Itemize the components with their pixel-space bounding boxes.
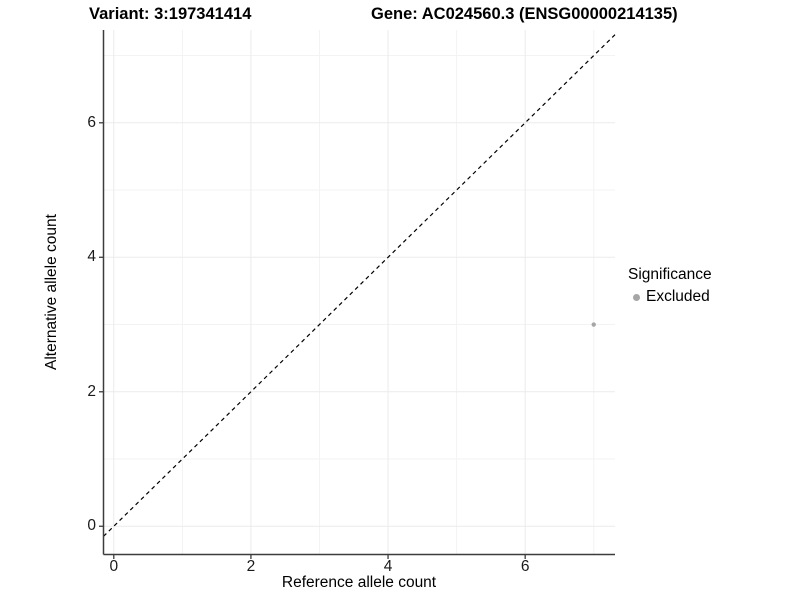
excluded-point-icon — [633, 293, 640, 301]
plot-title-variant: Variant: 3:197341414 — [89, 5, 252, 23]
y-tick-label: 0 — [87, 517, 96, 535]
plot-title-gene: Gene: AC024560.3 (ENSG00000214135) — [371, 5, 678, 23]
x-tick-label: 2 — [246, 558, 256, 575]
data-point — [591, 322, 596, 327]
x-tick-label: 6 — [520, 558, 530, 575]
legend-item-label: Excluded — [646, 288, 710, 305]
identity-dashed-line — [103, 34, 616, 537]
x-tick-label: 4 — [383, 558, 393, 575]
legend: Significance Excluded — [628, 266, 778, 306]
legend-title: Significance — [628, 266, 712, 283]
legend-item-excluded: Excluded — [628, 288, 778, 306]
y-tick-label: 6 — [87, 113, 96, 131]
x-axis-title: Reference allele count — [281, 574, 437, 591]
x-tick-label: 0 — [109, 558, 119, 575]
y-axis-title: Alternative allele count — [43, 214, 60, 370]
y-tick-label: 2 — [87, 382, 96, 400]
y-tick-label: 4 — [87, 248, 96, 266]
